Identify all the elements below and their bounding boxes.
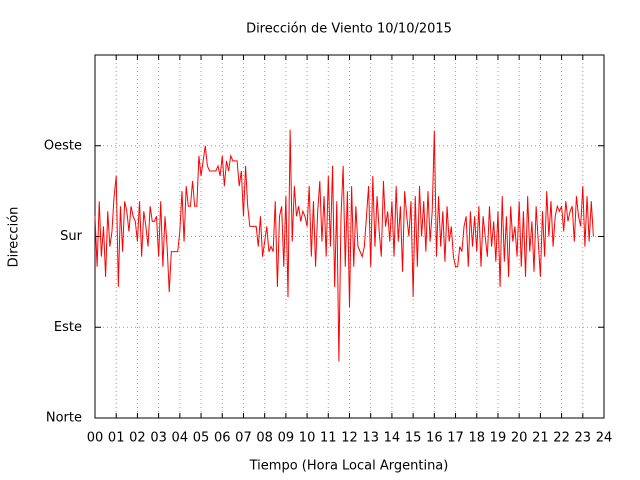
x-tick-label: 12 — [341, 431, 358, 446]
x-tick-label: 23 — [575, 431, 592, 446]
x-tick-label: 11 — [320, 431, 337, 446]
x-tick-label: 16 — [426, 431, 443, 446]
x-tick-label: 21 — [532, 431, 549, 446]
x-tick-label: 09 — [278, 431, 295, 446]
x-tick-label: 15 — [405, 431, 422, 446]
x-tick-label: 06 — [214, 431, 231, 446]
x-tick-label: 03 — [150, 431, 167, 446]
x-tick-label: 20 — [511, 431, 528, 446]
x-axis-label: Tiempo (Hora Local Argentina) — [249, 459, 449, 474]
y-tick-label: Este — [54, 320, 82, 335]
x-tick-label: 13 — [362, 431, 379, 446]
x-tick-label: 05 — [193, 431, 210, 446]
y-tick-label: Oeste — [44, 138, 82, 153]
x-tick-label: 07 — [235, 431, 252, 446]
x-tick-label: 18 — [468, 431, 485, 446]
data-line — [94, 129, 594, 362]
x-tick-label: 22 — [553, 431, 570, 446]
x-tick-label: 00 — [87, 431, 104, 446]
plot-frame — [94, 54, 605, 419]
y-tick-label: Norte — [46, 411, 82, 426]
x-tick-label: 01 — [108, 431, 125, 446]
x-tick-label: 19 — [490, 431, 507, 446]
x-tick-label: 10 — [299, 431, 316, 446]
x-tick-label: 14 — [384, 431, 401, 446]
chart-title: Dirección de Viento 10/10/2015 — [246, 22, 452, 37]
x-tick-label: 24 — [596, 431, 613, 446]
x-tick-label: 08 — [256, 431, 273, 446]
x-tick-label: 02 — [129, 431, 146, 446]
x-tick-label: 04 — [172, 431, 189, 446]
x-tick-label: 17 — [447, 431, 464, 446]
y-axis-label: Dirección — [7, 207, 22, 268]
y-tick-label: Sur — [60, 229, 82, 244]
